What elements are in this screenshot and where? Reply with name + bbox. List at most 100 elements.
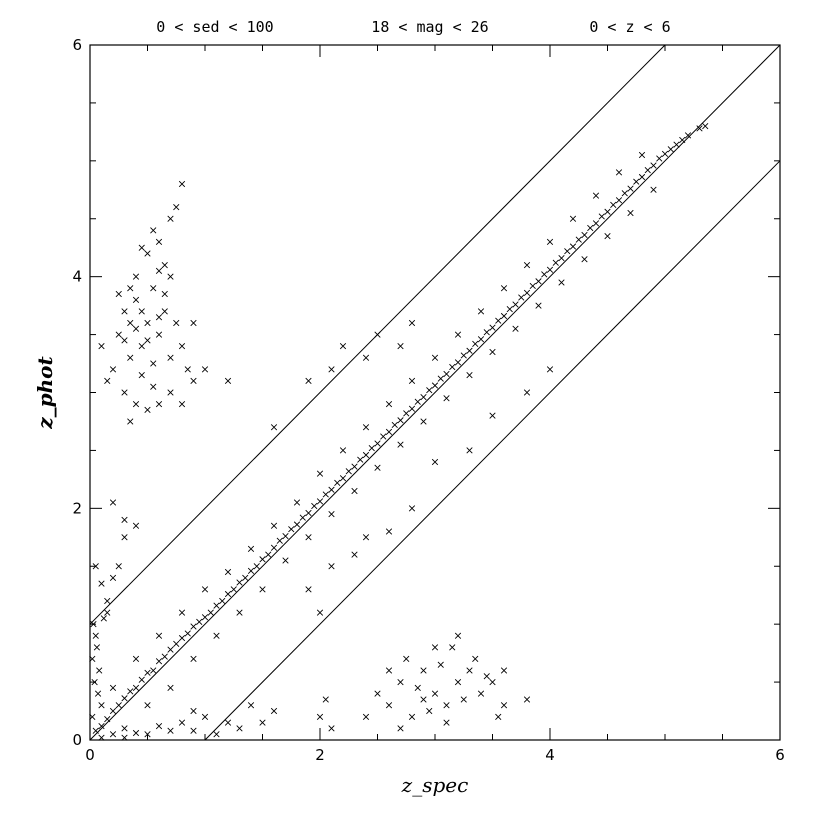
data-point — [374, 464, 381, 471]
data-point — [339, 475, 347, 482]
data-point — [431, 458, 439, 466]
data-point — [178, 634, 186, 642]
data-point — [127, 354, 134, 361]
data-point — [334, 479, 341, 486]
data-point — [138, 308, 145, 315]
data-point — [219, 597, 226, 605]
data-point — [587, 224, 594, 232]
data-point — [144, 702, 151, 709]
data-point — [322, 491, 329, 498]
data-point — [345, 468, 352, 475]
data-point — [98, 722, 105, 730]
y-tick-label: 2 — [72, 499, 82, 517]
data-point — [236, 579, 243, 586]
data-point — [190, 319, 197, 327]
data-point — [483, 673, 490, 680]
data-point — [650, 162, 657, 169]
data-point — [385, 702, 393, 709]
data-point — [569, 243, 577, 250]
data-point — [155, 331, 163, 338]
data-point — [604, 208, 611, 215]
data-point — [89, 655, 96, 663]
data-point — [385, 428, 393, 436]
data-point — [615, 169, 623, 176]
data-point — [121, 725, 128, 732]
data-point — [638, 173, 646, 181]
data-point — [650, 186, 657, 193]
data-point — [104, 377, 111, 385]
data-point — [96, 667, 103, 674]
data-point — [592, 192, 600, 199]
data-point — [115, 563, 122, 570]
data-point — [132, 273, 140, 280]
data-point — [178, 180, 186, 188]
data-point — [380, 433, 387, 440]
data-point — [523, 261, 531, 269]
data-point — [259, 586, 266, 593]
data-point — [150, 227, 157, 234]
y-tick-label: 0 — [72, 731, 82, 749]
data-point — [351, 487, 358, 495]
data-point — [201, 366, 209, 373]
data-point — [437, 375, 444, 382]
data-point — [121, 308, 128, 315]
data-point — [121, 734, 128, 741]
data-point — [144, 319, 151, 327]
data-point — [460, 696, 467, 703]
data-point — [127, 688, 134, 695]
data-point — [489, 348, 496, 356]
data-point — [454, 359, 462, 366]
data-point — [92, 563, 99, 570]
data-point — [627, 185, 634, 192]
data-point — [408, 405, 416, 412]
data-point — [253, 563, 260, 570]
data-point — [305, 534, 312, 541]
data-point — [178, 400, 186, 408]
data-point — [259, 556, 266, 563]
data-point — [598, 213, 605, 220]
data-point — [109, 499, 117, 506]
data-point — [339, 343, 347, 350]
data-point — [155, 267, 163, 274]
data-point — [454, 632, 462, 639]
data-point — [109, 684, 117, 691]
data-point — [316, 713, 324, 720]
data-point — [696, 125, 703, 132]
data-point — [322, 696, 329, 703]
data-point — [535, 278, 542, 285]
data-point — [397, 343, 404, 350]
data-point — [305, 377, 312, 385]
data-point — [558, 255, 565, 262]
data-point — [167, 354, 174, 361]
data-point — [155, 722, 163, 730]
data-point — [173, 204, 180, 211]
data-point — [288, 526, 295, 533]
x-tick-label: 0 — [85, 746, 95, 764]
data-point — [247, 567, 255, 575]
data-point — [201, 713, 209, 720]
data-point — [431, 644, 439, 651]
data-point — [420, 696, 427, 703]
data-point — [144, 406, 151, 413]
data-point — [362, 451, 370, 459]
data-point — [155, 400, 163, 408]
data-point — [121, 337, 128, 344]
data-point — [437, 661, 444, 668]
data-point — [293, 521, 301, 528]
data-point — [270, 424, 278, 431]
data-point — [374, 331, 381, 338]
data-points — [89, 122, 709, 741]
data-point — [167, 215, 174, 222]
data-point — [190, 727, 197, 734]
data-point — [201, 614, 209, 621]
data-point — [94, 690, 102, 697]
data-point — [523, 289, 531, 297]
data-point — [512, 325, 519, 332]
data-point — [316, 609, 324, 616]
data-point — [91, 678, 98, 686]
data-point — [656, 155, 663, 162]
data-point — [224, 590, 232, 598]
data-point — [403, 655, 410, 663]
data-point — [351, 463, 358, 470]
data-point — [184, 630, 191, 637]
